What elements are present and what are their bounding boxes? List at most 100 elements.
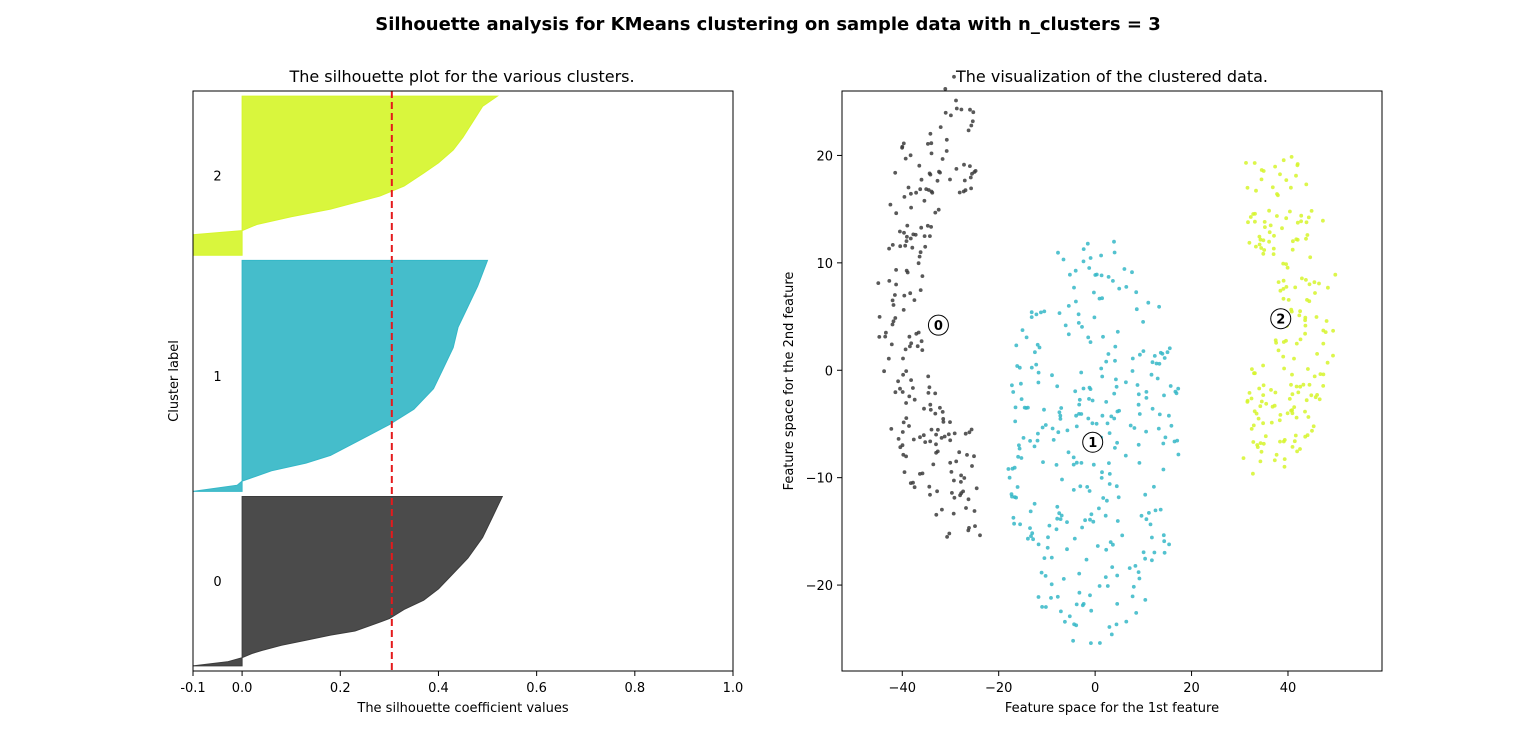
scatter-point xyxy=(1039,310,1043,315)
scatter-point xyxy=(1105,421,1110,426)
scatter-point xyxy=(1273,390,1278,395)
scatter-point xyxy=(1247,240,1252,245)
scatter-point xyxy=(922,234,927,239)
scatter-point xyxy=(1297,313,1302,318)
scatter-point xyxy=(1262,248,1267,252)
scatter-point xyxy=(901,420,906,425)
scatter-point xyxy=(1036,370,1041,375)
scatter-point xyxy=(1264,401,1269,406)
scatter-point xyxy=(1253,219,1257,224)
silhouette-plot-frame xyxy=(192,90,734,672)
scatter-point xyxy=(1065,428,1070,433)
scatter-point xyxy=(1282,366,1286,371)
scatter-point xyxy=(1099,273,1104,278)
scatter-point xyxy=(926,142,930,146)
scatter-point xyxy=(1063,323,1068,328)
scatter-point xyxy=(898,244,903,249)
scatter-point xyxy=(1157,304,1161,309)
scatter-point xyxy=(1007,475,1012,480)
scatter-point xyxy=(1136,442,1141,447)
scatter-point xyxy=(1268,223,1273,228)
scatter-point xyxy=(971,110,976,115)
scatter-point xyxy=(957,190,962,195)
scatter-point xyxy=(1152,484,1156,489)
scatter-point xyxy=(904,416,909,420)
scatter-point xyxy=(1051,438,1056,442)
scatter-point xyxy=(1162,356,1167,360)
scatter-point xyxy=(1299,213,1304,218)
scatter-point xyxy=(1251,423,1256,428)
scatter-point xyxy=(1165,350,1170,355)
scatter-point xyxy=(1144,396,1149,400)
scatter-point xyxy=(1272,233,1276,238)
scatter-point xyxy=(969,186,973,191)
scatter-point xyxy=(944,137,949,142)
scatter-point xyxy=(1275,192,1279,196)
scatter-point xyxy=(1143,598,1148,602)
scatter-point xyxy=(1278,288,1283,293)
scatter-point xyxy=(883,334,888,339)
scatter-point xyxy=(877,335,882,339)
scatter-point xyxy=(906,185,911,190)
scatter-point xyxy=(905,223,910,228)
y-tick-label: 0 xyxy=(825,364,833,379)
scatter-point xyxy=(1150,558,1154,563)
scatter-point xyxy=(1303,434,1308,439)
scatter-point xyxy=(1134,307,1139,312)
scatter-point xyxy=(900,145,904,150)
scatter-point xyxy=(1257,242,1262,247)
scatter-point xyxy=(1153,508,1158,513)
scatter-point xyxy=(909,191,913,196)
scatter-point xyxy=(1019,456,1024,460)
scatter-point xyxy=(925,223,930,228)
scatter-point xyxy=(1097,506,1101,511)
scatter-point xyxy=(935,178,940,183)
scatter-point xyxy=(1282,438,1287,442)
scatter-point xyxy=(1017,365,1022,370)
scatter-point xyxy=(1078,484,1083,489)
scatter-point xyxy=(1085,241,1090,246)
scatter-point xyxy=(909,205,913,210)
scatter-y-label: Feature space for the 2nd feature xyxy=(782,272,797,491)
scatter-point xyxy=(891,319,896,324)
scatter-point xyxy=(1114,384,1119,389)
scatter-point xyxy=(1115,440,1119,445)
scatter-point xyxy=(936,207,941,212)
scatter-point xyxy=(1317,281,1321,286)
scatter-point xyxy=(1087,266,1092,270)
scatter-point xyxy=(1029,534,1033,538)
scatter-point xyxy=(949,113,953,118)
scatter-point xyxy=(1161,441,1166,446)
scatter-point xyxy=(901,141,906,146)
scatter-point xyxy=(1136,402,1141,407)
scatter-point xyxy=(973,169,978,173)
scatter-point xyxy=(1162,550,1167,555)
scatter-point xyxy=(1013,405,1018,410)
scatter-point xyxy=(1114,484,1119,489)
scatter-point xyxy=(1313,291,1317,295)
scatter-point xyxy=(930,190,935,195)
scatter-point xyxy=(929,225,933,229)
scatter-point xyxy=(962,162,966,167)
scatter-point xyxy=(1278,439,1282,444)
scatter-point xyxy=(1304,182,1309,187)
cluster-center-label: 0 xyxy=(934,319,943,334)
scatter-x-label: Feature space for the 1st feature xyxy=(1005,701,1219,716)
scatter-point xyxy=(948,460,953,465)
scatter-point xyxy=(1128,423,1133,428)
scatter-point xyxy=(1034,362,1039,367)
scatter-point xyxy=(1292,439,1297,444)
silhouette-cluster-label: 2 xyxy=(213,170,221,185)
scatter-point xyxy=(1143,492,1148,497)
scatter-point xyxy=(1143,556,1147,561)
scatter-point xyxy=(1020,328,1025,332)
scatter-point xyxy=(1318,372,1323,376)
scatter-point xyxy=(1012,521,1016,526)
scatter-point xyxy=(1274,452,1279,457)
scatter-point xyxy=(1031,537,1035,542)
scatter-point xyxy=(898,386,902,391)
scatter-point xyxy=(1054,463,1059,467)
scatter-point xyxy=(1018,522,1022,527)
scatter-point xyxy=(1304,236,1308,241)
scatter-point xyxy=(959,107,964,112)
